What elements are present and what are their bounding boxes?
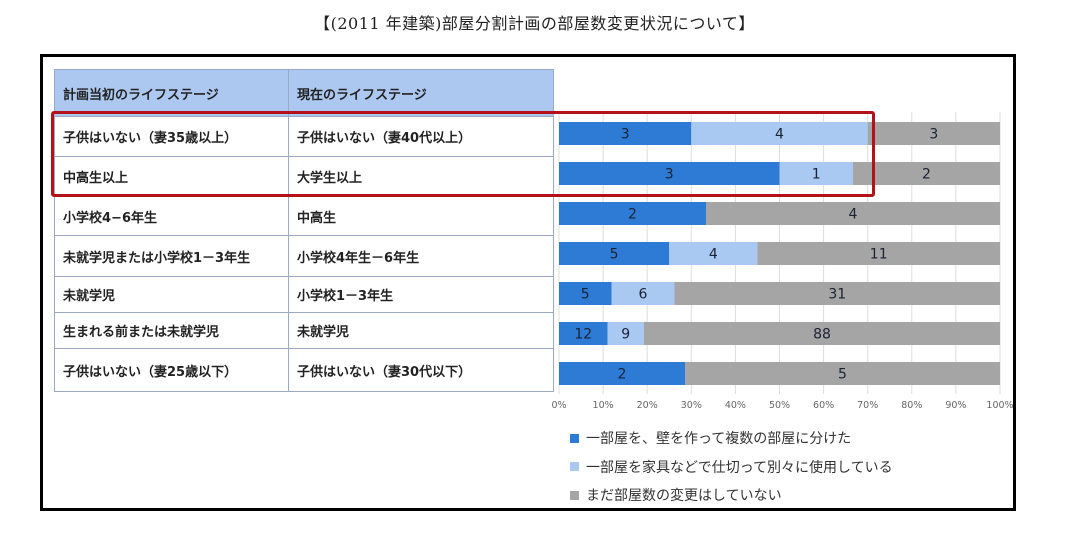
bar-segment [685,362,1000,385]
data-label: 88 [813,327,831,343]
bar-segment [559,122,692,145]
bar-segment [643,322,1000,345]
cell-current-stage: 子供はいない（妻40代以上） [288,116,554,157]
x-tick-label: 20% [637,400,658,411]
figure-frame [40,54,1016,511]
table-row: 小学校4−6年生 中高生 [54,196,554,236]
data-label: 11 [870,247,888,263]
bar-segment [559,242,670,265]
data-label: 6 [639,287,648,303]
bar-segment [559,362,685,385]
cell-initial-stage: 未就学児または小学校1－3年生 [54,235,289,277]
bar-segment [559,282,612,305]
header-initial-stage: 計画当初のライフステージ [54,69,289,117]
bar-segment [559,162,780,185]
data-label: 31 [828,287,846,303]
data-label: 2 [618,367,627,383]
highlight-box [51,111,875,197]
x-tick-label: 90% [945,400,966,411]
cell-current-stage: 大学生以上 [288,156,554,197]
bar-segment [669,242,758,265]
bar-segment [559,322,608,345]
cell-initial-stage: 未就学児 [54,276,289,313]
cell-current-stage: 未就学児 [288,312,554,349]
data-label: 5 [838,367,847,383]
x-tick-label: 0% [551,400,566,411]
legend-swatch-icon [570,433,579,443]
table-row: 子供はいない（妻35歳以上） 子供はいない（妻40代以上） [54,116,554,157]
data-label: 5 [610,247,619,263]
legend-item: 一部屋を、壁を作って複数の部屋に分けた [570,424,893,453]
cell-current-stage: 子供はいない（妻30代以下） [288,348,554,392]
data-label: 1 [812,167,821,183]
table-row: 未就学児または小学校1－3年生 小学校4年生－6年生 [54,235,554,277]
header-current-stage: 現在のライフステージ [288,69,554,117]
data-label: 5 [581,287,590,303]
legend-label: 一部屋を家具などで仕切って別々に使用している [586,459,893,476]
chart-title: 【(2011 年建築)部屋分割計画の部屋数変更状況について】 [314,14,755,33]
table-row: 子供はいない（妻25歳以下） 子供はいない（妻30代以下） [54,348,554,392]
data-label: 12 [574,327,592,343]
data-label: 2 [628,207,637,223]
cell-initial-stage: 小学校4−6年生 [54,196,289,236]
legend-label: 一部屋を、壁を作って複数の部屋に分けた [586,431,852,448]
bar-segment [559,202,706,225]
bar-segment [757,242,1000,265]
table-row: 生まれる前または未就学児 未就学児 [54,312,554,349]
x-tick-label: 30% [681,400,702,411]
x-tick-label: 10% [593,400,614,411]
bar-segment [674,282,1000,305]
cell-initial-stage: 中高生以上 [54,156,289,197]
table-row: 中高生以上 大学生以上 [54,156,554,197]
table-row: 未就学児 小学校1－3年生 [54,276,554,313]
data-label: 4 [849,207,858,223]
data-label: 9 [621,327,630,343]
legend-item: まだ部屋数の変更はしていない [570,481,893,510]
bar-segment [853,162,1000,185]
data-label: 4 [709,247,718,263]
data-label: 2 [922,167,931,183]
x-tick-label: 50% [769,400,790,411]
legend-swatch-icon [570,490,579,500]
x-tick-label: 70% [857,400,878,411]
bar-segment [607,322,644,345]
stacked-bar-chart: 0% 10% 20% 30% 40% 50% 60% 70% 80% 90% 100%3 4 33 1 22… [551,112,1014,411]
cell-initial-stage: 生まれる前または未就学児 [54,312,289,349]
life-stage-table: 計画当初のライフステージ 現在のライフステージ 子供はいない（妻35歳以上） 子供… [54,69,554,392]
cell-initial-stage: 子供はいない（妻25歳以下） [54,348,289,392]
legend-swatch-icon [570,462,579,472]
x-tick-label: 60% [813,400,834,411]
data-label: 3 [665,167,674,183]
legend-label: まだ部屋数の変更はしていない [586,488,782,505]
data-label: 3 [621,127,630,143]
bar-segment [867,122,1000,145]
bar-segment [691,122,868,145]
table-header-row: 計画当初のライフステージ 現在のライフステージ [54,69,554,117]
x-tick-label: 40% [725,400,746,411]
bar-segment [706,202,1000,225]
cell-current-stage: 中高生 [288,196,554,236]
cell-current-stage: 小学校1－3年生 [288,276,554,313]
data-label: 4 [775,127,784,143]
x-tick-label: 80% [901,400,922,411]
chart-legend: 一部屋を、壁を作って複数の部屋に分けた一部屋を家具などで仕切って別々に使用してい… [570,424,893,510]
x-tick-label: 100% [986,400,1013,411]
cell-current-stage: 小学校4年生－6年生 [288,235,554,277]
data-label: 3 [929,127,938,143]
legend-item: 一部屋を家具などで仕切って別々に使用している [570,453,893,482]
bar-segment [611,282,675,305]
bar-segment [779,162,853,185]
